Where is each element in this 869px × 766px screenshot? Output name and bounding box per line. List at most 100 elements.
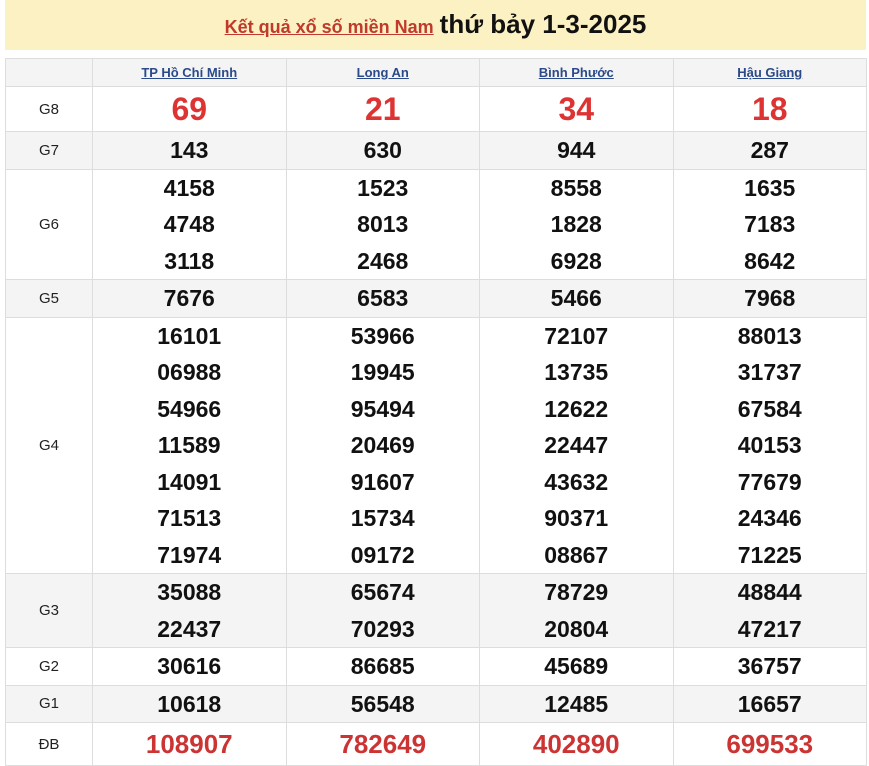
prize-row: G7 143 630 944 287 [5,131,867,170]
prize-number: 4748 [163,211,215,237]
prize-number: 13735 [544,359,609,385]
prize-number: 287 [750,137,789,163]
prize-number: 78729 [544,579,609,605]
prize-label: G4 [5,316,93,574]
prize-number: 36757 [737,653,802,679]
prize-cell: 16101 06988 54966 11589 14091 71513 71974 [92,316,287,574]
prize-number: 18 [751,91,788,127]
prize-number: 43632 [544,468,609,495]
prize-cell: 48844 47217 [672,573,867,648]
prize-number: 7968 [744,285,796,311]
prize-label: ĐB [5,722,93,766]
province-header: Hậu Giang [672,58,867,87]
prize-label: G5 [5,279,93,318]
prize-cell: 782649 [285,722,480,766]
prize-cell: 78729 20804 [479,573,674,648]
prize-number: 45689 [544,653,609,679]
prize-number: 14091 [157,468,222,495]
prize-number: 12622 [544,395,609,422]
prize-cell: 12485 [479,684,674,723]
prize-number: 16657 [737,690,802,717]
prize-cell: 45689 [479,647,674,686]
prize-number: 402890 [532,729,620,759]
prize-number: 06988 [157,359,222,385]
prize-cell: 35088 22437 [92,573,287,648]
prize-row: G3 35088 22437 65674 70293 78729 20804 48844 472… [5,573,867,648]
results-table: TP Hồ Chí Minh Long An Bình Phước Hậu Giang… [5,58,867,766]
prize-cell: 1523 8013 2468 [285,168,480,280]
prize-number: 95494 [350,395,415,422]
prize-number: 944 [557,137,596,163]
prize-number: 72107 [544,322,609,349]
results-link[interactable]: Kết quả xổ số miền Nam [224,17,434,37]
prize-row: G4 16101 06988 54966 11589 14091 71513 71974 539… [5,316,867,574]
prize-cell: 108907 [92,722,287,766]
prize-number: 40153 [737,432,802,458]
prize-number: 70293 [350,615,415,642]
prize-number: 20469 [350,432,415,458]
prize-cell: 53966 19945 95494 20469 91607 15734 09172 [285,316,480,574]
prize-number: 35088 [157,579,222,605]
page-title: Kết quả xổ số miền Nam thứ bảy 1-3-2025 [5,0,866,50]
province-link[interactable]: TP Hồ Chí Minh [141,65,238,80]
prize-number: 10618 [157,690,222,717]
prize-number: 19945 [350,359,415,385]
prize-number: 12485 [544,690,609,717]
prize-cell: 287 [672,131,867,170]
prize-cell: 630 [285,131,480,170]
prize-number: 86685 [350,653,415,679]
corner-cell [5,58,93,87]
prize-number: 90371 [544,505,609,531]
prize-row: G8 69 21 34 18 [5,86,867,132]
prize-cell: 88013 31737 67584 40153 77679 24346 71225 [672,316,867,574]
prize-number: 71225 [737,541,802,568]
prize-row: G5 7676 6583 5466 7968 [5,279,867,318]
prize-number: 108907 [145,729,233,759]
prize-number: 22447 [544,432,609,458]
province-link[interactable]: Long An [356,65,409,80]
prize-number: 1635 [744,174,796,201]
prize-number: 91607 [350,468,415,495]
prize-cell: 7968 [672,279,867,318]
prize-cell: 21 [285,86,480,132]
prize-number: 53966 [350,322,415,349]
prize-cell: 18 [672,86,867,132]
prize-cell: 7676 [92,279,287,318]
prize-cell: 402890 [479,722,674,766]
prize-label: G8 [5,86,93,132]
prize-number: 48844 [737,579,802,605]
prize-cell: 34 [479,86,674,132]
prize-number: 5466 [550,285,602,311]
prize-number: 6928 [550,247,602,274]
prize-number: 09172 [350,541,415,568]
prize-cell: 4158 4748 3118 [92,168,287,280]
prize-number: 08867 [544,541,609,568]
prize-number: 67584 [737,395,802,422]
prize-label: G6 [5,168,93,280]
prize-row: G6 4158 4748 3118 1523 8013 2468 8558 1828 6928 16… [5,168,867,280]
prize-cell: 36757 [672,647,867,686]
province-header: Long An [285,58,480,87]
prize-cell: 65674 70293 [285,573,480,648]
prize-row: G1 10618 56548 12485 16657 [5,684,867,723]
prize-number: 143 [170,137,209,163]
prize-number: 88013 [737,322,802,349]
prize-cell: 699533 [672,722,867,766]
prize-number: 15734 [350,505,415,531]
prize-number: 7676 [163,285,215,311]
prize-number: 30616 [157,653,222,679]
prize-cell: 1635 7183 8642 [672,168,867,280]
prize-cell: 72107 13735 12622 22447 43632 90371 08867 [479,316,674,574]
prize-number: 630 [363,137,402,163]
prize-number: 31737 [737,359,802,385]
province-header: TP Hồ Chí Minh [92,58,287,87]
prize-number: 11589 [157,432,221,458]
prize-number: 69 [171,91,208,127]
prize-cell: 6583 [285,279,480,318]
prize-number: 56548 [350,690,415,717]
prize-cell: 16657 [672,684,867,723]
prize-label: G1 [5,684,93,723]
province-link[interactable]: Bình Phước [538,65,614,80]
prize-cell: 10618 [92,684,287,723]
province-link[interactable]: Hậu Giang [737,65,803,80]
